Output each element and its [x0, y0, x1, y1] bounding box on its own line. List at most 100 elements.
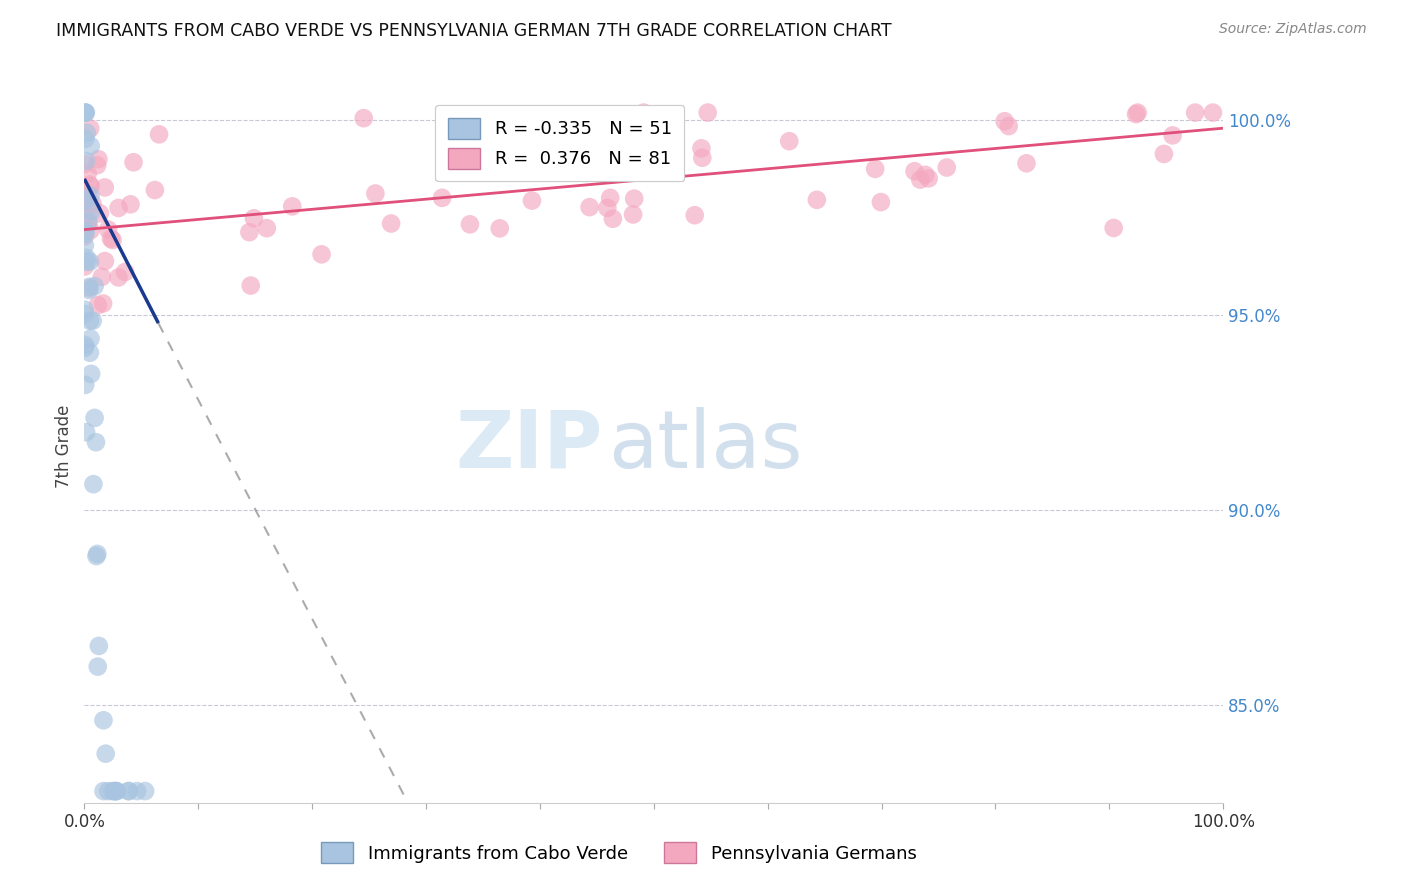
Point — [903, 164, 925, 178]
Point — [75, 154, 97, 169]
Point — [659, 128, 682, 142]
Point — [1102, 221, 1125, 235]
Point — [107, 201, 129, 215]
Point — [77, 186, 100, 201]
Point — [134, 784, 156, 798]
Point — [997, 119, 1019, 133]
Point — [73, 105, 96, 120]
Point — [79, 188, 101, 202]
Point — [87, 152, 110, 166]
Point — [910, 172, 932, 186]
Point — [103, 784, 125, 798]
Point — [94, 254, 117, 268]
Legend: Immigrants from Cabo Verde, Pennsylvania Germans: Immigrants from Cabo Verde, Pennsylvania… — [309, 831, 928, 874]
Point — [83, 279, 105, 293]
Point — [87, 659, 110, 673]
Point — [77, 280, 100, 294]
Point — [692, 151, 714, 165]
Point — [79, 314, 101, 328]
Point — [256, 221, 278, 235]
Point — [73, 194, 96, 208]
Point — [683, 208, 706, 222]
Point — [75, 105, 97, 120]
Point — [281, 199, 304, 213]
Text: ZIP: ZIP — [456, 407, 603, 485]
Point — [1202, 105, 1225, 120]
Point — [75, 425, 97, 440]
Point — [479, 133, 502, 147]
Point — [627, 152, 650, 166]
Point — [73, 260, 96, 274]
Point — [458, 217, 481, 231]
Point — [94, 747, 117, 761]
Point — [90, 269, 112, 284]
Point — [1125, 107, 1147, 121]
Point — [73, 229, 96, 244]
Point — [77, 216, 100, 230]
Point — [311, 247, 333, 261]
Point — [1184, 105, 1206, 120]
Point — [238, 225, 260, 239]
Point — [75, 227, 97, 241]
Point — [380, 217, 402, 231]
Point — [105, 784, 128, 798]
Point — [623, 192, 645, 206]
Text: atlas: atlas — [609, 407, 803, 485]
Point — [73, 302, 96, 317]
Point — [596, 201, 619, 215]
Point — [75, 132, 97, 146]
Point — [93, 784, 115, 798]
Point — [73, 341, 96, 355]
Point — [806, 193, 828, 207]
Point — [239, 278, 262, 293]
Point — [75, 224, 97, 238]
Point — [73, 194, 96, 209]
Point — [870, 195, 893, 210]
Point — [114, 265, 136, 279]
Point — [148, 128, 170, 142]
Point — [76, 126, 98, 140]
Point — [101, 784, 124, 798]
Point — [77, 281, 100, 295]
Text: IMMIGRANTS FROM CABO VERDE VS PENNSYLVANIA GERMAN 7TH GRADE CORRELATION CHART: IMMIGRANTS FROM CABO VERDE VS PENNSYLVAN… — [56, 22, 891, 40]
Point — [243, 211, 266, 226]
Point — [83, 411, 105, 425]
Point — [73, 238, 96, 252]
Point — [73, 307, 96, 321]
Point — [79, 332, 101, 346]
Point — [93, 713, 115, 727]
Point — [364, 186, 387, 201]
Point — [120, 197, 142, 211]
Point — [82, 477, 104, 491]
Point — [79, 178, 101, 192]
Point — [107, 270, 129, 285]
Point — [914, 168, 936, 182]
Point — [87, 298, 110, 312]
Point — [86, 158, 108, 172]
Point — [100, 231, 122, 245]
Point — [125, 784, 148, 798]
Point — [690, 141, 713, 155]
Point — [79, 121, 101, 136]
Y-axis label: 7th Grade: 7th Grade — [55, 404, 73, 488]
Point — [430, 191, 453, 205]
Point — [75, 196, 97, 211]
Point — [75, 105, 97, 120]
Point — [73, 157, 96, 171]
Point — [97, 784, 120, 798]
Point — [82, 314, 104, 328]
Legend: R = -0.335   N = 51, R =  0.376   N = 81: R = -0.335 N = 51, R = 0.376 N = 81 — [434, 105, 685, 181]
Point — [1126, 105, 1149, 120]
Point — [76, 255, 98, 269]
Point — [520, 194, 543, 208]
Point — [87, 639, 110, 653]
Point — [621, 207, 644, 221]
Point — [599, 191, 621, 205]
Point — [122, 155, 145, 169]
Point — [80, 139, 103, 153]
Point — [89, 206, 111, 220]
Point — [86, 547, 108, 561]
Point — [935, 161, 957, 175]
Point — [104, 784, 127, 798]
Point — [117, 784, 139, 798]
